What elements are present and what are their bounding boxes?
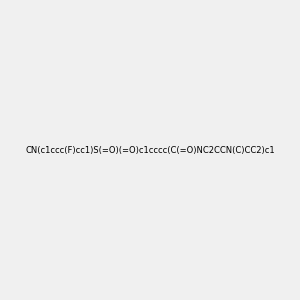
Text: CN(c1ccc(F)cc1)S(=O)(=O)c1cccc(C(=O)NC2CCN(C)CC2)c1: CN(c1ccc(F)cc1)S(=O)(=O)c1cccc(C(=O)NC2C… [25,146,275,154]
